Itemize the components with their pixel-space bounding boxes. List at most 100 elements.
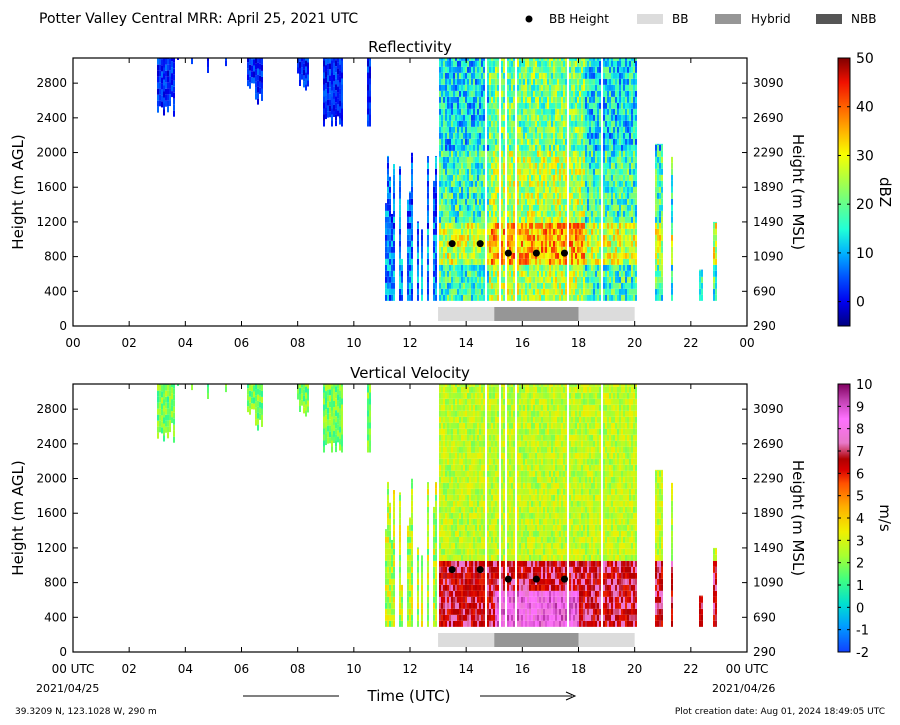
heatmap-cell — [503, 162, 505, 169]
heatmap-cell — [483, 276, 485, 283]
heatmap-cell — [659, 288, 661, 295]
heatmap-cell — [635, 192, 637, 199]
heatmap-cell — [555, 282, 557, 289]
heatmap-cell — [581, 210, 583, 217]
heatmap-cell — [607, 96, 609, 103]
heatmap-cell — [335, 428, 337, 435]
heatmap-cell — [553, 258, 555, 265]
heatmap-cell — [623, 258, 625, 265]
heatmap-cell — [503, 204, 505, 211]
heatmap-cell — [575, 240, 577, 247]
heatmap-cell — [455, 216, 457, 223]
heatmap-cell — [583, 66, 585, 73]
heatmap-cell — [671, 168, 673, 175]
heatmap-cell — [445, 180, 447, 187]
heatmap-cell — [635, 198, 637, 205]
heatmap-cell — [387, 258, 389, 265]
heatmap-cell — [573, 264, 575, 271]
heatmap-cell — [507, 96, 509, 103]
heatmap-cell — [613, 288, 615, 295]
heatmap-cell — [459, 174, 461, 181]
heatmap-cell — [503, 96, 505, 103]
heatmap-cell — [369, 428, 371, 435]
heatmap-cell — [331, 398, 333, 405]
heatmap-cell — [509, 258, 511, 265]
heatmap-cell — [459, 180, 461, 187]
heatmap-cell — [571, 150, 573, 157]
heatmap-cell — [167, 70, 169, 77]
heatmap-cell — [611, 102, 613, 109]
heatmap-cell — [657, 210, 659, 217]
heatmap-cell — [459, 216, 461, 223]
heatmap-cell — [555, 90, 557, 97]
heatmap-cell — [563, 204, 565, 211]
heatmap-cell — [599, 252, 601, 259]
heatmap-cell — [481, 246, 483, 253]
heatmap-cell — [613, 144, 615, 151]
heatmap-cell — [439, 282, 441, 289]
heatmap-cell — [495, 234, 497, 241]
heatmap-cell — [463, 58, 465, 61]
heatmap-cell — [497, 66, 499, 73]
heatmap-cell — [477, 174, 479, 181]
heatmap-cell — [409, 191, 411, 193]
heatmap-cell — [451, 246, 453, 253]
heatmap-cell — [527, 108, 529, 115]
heatmap-cell — [635, 138, 637, 145]
heatmap-cell — [501, 174, 503, 181]
heatmap-cell — [517, 66, 519, 73]
heatmap-cell — [457, 162, 459, 169]
heatmap-cell — [549, 96, 551, 103]
heatmap-cell — [163, 417, 165, 424]
heatmap-cell — [509, 210, 511, 217]
heatmap-cell — [543, 72, 545, 79]
heatmap-cell — [511, 282, 513, 289]
heatmap-cell — [657, 144, 659, 151]
heatmap-cell — [471, 180, 473, 187]
heatmap-cell — [523, 96, 525, 103]
heatmap-cell — [573, 222, 575, 229]
heatmap-cell — [533, 186, 535, 193]
heatmap-cell — [599, 180, 601, 187]
heatmap-cell — [625, 276, 627, 283]
heatmap-cell — [611, 60, 613, 67]
heatmap-cell — [493, 186, 495, 193]
heatmap-cell — [609, 58, 611, 61]
heatmap-cell — [427, 228, 429, 235]
heatmap-cell — [661, 162, 663, 169]
heatmap-cell — [501, 66, 503, 73]
heatmap-cell — [657, 282, 659, 289]
heatmap-cell — [157, 70, 159, 77]
heatmap-cell — [609, 156, 611, 163]
heatmap-cell — [161, 71, 163, 78]
heatmap-cell — [487, 186, 489, 193]
y-tick-label: 800 — [44, 250, 67, 264]
heatmap-cell — [327, 407, 329, 414]
heatmap-cell — [449, 108, 451, 115]
heatmap-cell — [627, 78, 629, 85]
heatmap-cell — [605, 132, 607, 139]
heatmap-cell — [569, 228, 571, 235]
heatmap-cell — [529, 234, 531, 241]
heatmap-cell — [553, 120, 555, 127]
heatmap-cell — [575, 228, 577, 235]
heatmap-cell — [551, 132, 553, 139]
heatmap-cell — [259, 413, 261, 420]
heatmap-cell — [713, 228, 715, 235]
heatmap-cell — [497, 84, 499, 91]
heatmap-cell — [577, 258, 579, 265]
heatmap-cell — [449, 162, 451, 169]
heatmap-cell — [539, 276, 541, 283]
heatmap-cell — [529, 204, 531, 211]
heatmap-cell — [331, 428, 333, 435]
heatmap-cell — [589, 102, 591, 109]
heatmap-cell — [585, 78, 587, 85]
heatmap-cell — [631, 162, 633, 169]
heatmap-cell — [585, 264, 587, 271]
heatmap-cell — [607, 246, 609, 253]
heatmap-cell — [477, 246, 479, 253]
heatmap-cell — [453, 108, 455, 115]
heatmap-cell — [631, 234, 633, 241]
heatmap-cell — [611, 282, 613, 289]
heatmap-cell — [465, 108, 467, 115]
